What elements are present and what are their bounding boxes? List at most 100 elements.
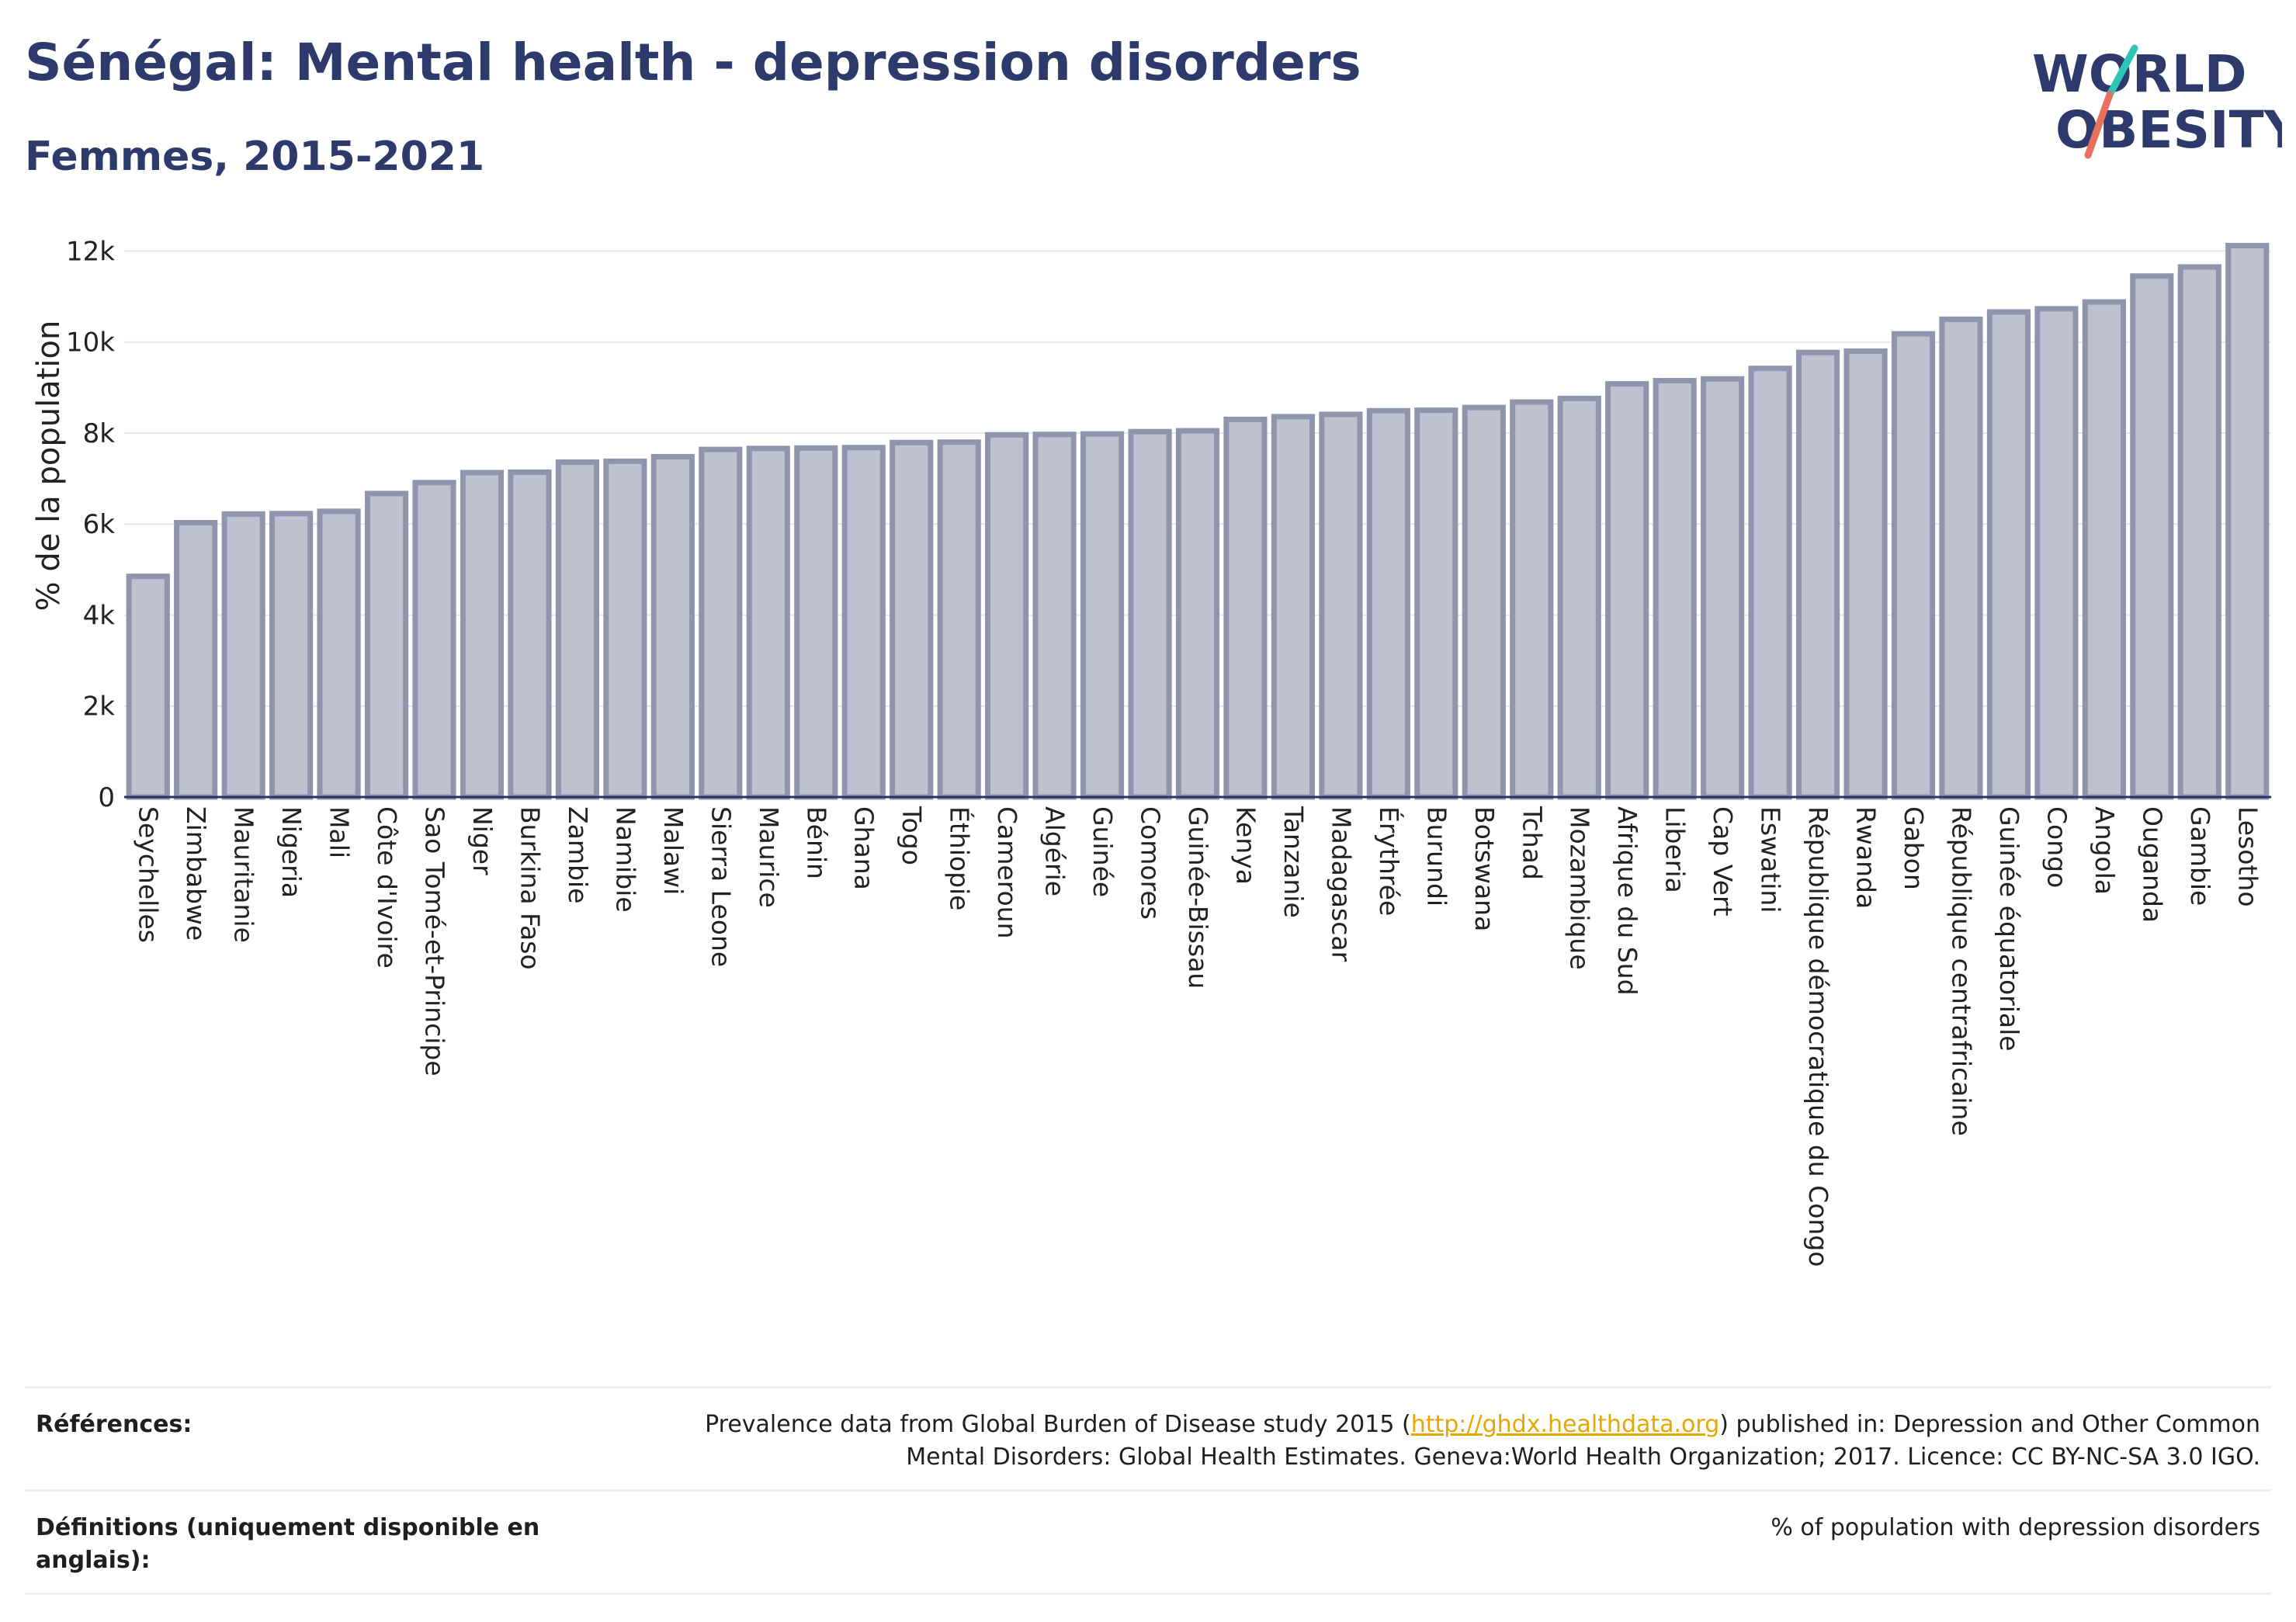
bar — [985, 431, 1029, 800]
x-category-label: Madagascar — [1326, 806, 1356, 962]
bar — [1414, 407, 1458, 800]
bar — [841, 445, 886, 800]
bar-chart: 0 2k 4k 6k 8k 10k 12k Seychelles Zimbabwe Maurit… — [31, 236, 2271, 1267]
bar — [699, 446, 743, 800]
bar — [1557, 395, 1601, 800]
chart-subtitle: Femmes, 2015-2021 — [25, 133, 485, 180]
x-category-label: Mozambique — [1565, 806, 1595, 970]
x-category-label: Guinée-Bissau — [1183, 806, 1213, 989]
x-category-label: Ouganda — [2137, 806, 2167, 923]
x-category-label: Eswatini — [1756, 806, 1786, 913]
bar — [460, 470, 505, 800]
y-tick-label: 2k — [83, 691, 116, 723]
bars — [126, 242, 2270, 800]
x-category-label: Mali — [324, 806, 355, 858]
bar — [2225, 242, 2270, 800]
y-tick-label: 10k — [66, 328, 115, 359]
x-category-label: Côte d'Ivoire — [372, 806, 402, 969]
x-category-label: Tchad — [1517, 806, 1547, 880]
bar — [794, 445, 838, 800]
y-tick-label: 4k — [83, 600, 116, 631]
bar — [1128, 428, 1172, 800]
bar — [1175, 428, 1220, 800]
logo-slash-teal — [2106, 44, 2138, 99]
bar — [269, 511, 314, 800]
bar — [174, 519, 218, 800]
x-category-label: Bénin — [801, 806, 831, 879]
bar — [317, 508, 361, 800]
definitions-label: Définitions (uniquement disponible en an… — [36, 1514, 540, 1574]
x-category-label: Sierra Leone — [706, 806, 736, 967]
x-category-label: Seychelles — [134, 806, 164, 943]
x-category-label: Lesotho — [2232, 806, 2263, 907]
bar — [2130, 273, 2174, 800]
references-text-before: Prevalence data from Global Burden of Di… — [705, 1411, 1411, 1438]
x-category-label: Angola — [2090, 806, 2120, 895]
bar — [1653, 378, 1697, 800]
bar — [937, 439, 981, 800]
x-category-label: Maurice — [754, 806, 784, 908]
bar — [603, 458, 647, 800]
x-category-label: Guinée équatoriale — [1994, 806, 2024, 1052]
x-category-label: Comores — [1136, 806, 1166, 920]
bar — [1986, 309, 2031, 800]
x-category-label: Mauritanie — [229, 806, 259, 943]
bar — [1319, 411, 1363, 800]
bar — [1843, 348, 1888, 800]
x-category-label: Afrique du Sud — [1612, 806, 1642, 996]
x-category-label: Zimbabwe — [181, 806, 211, 941]
y-tick-label: 0 — [98, 782, 115, 813]
x-category-label: Gabon — [1899, 806, 1929, 890]
x-category-label: Burkina Faso — [515, 806, 545, 970]
x-category-label: Algérie — [1040, 806, 1070, 896]
references-text: Prevalence data from Global Burden of Di… — [630, 1409, 2260, 1474]
bar — [221, 511, 265, 800]
x-category-label: Guinée — [1087, 806, 1118, 897]
bar — [1080, 431, 1125, 800]
definitions-row: Définitions (uniquement disponible en an… — [25, 1489, 2271, 1595]
bar — [1891, 331, 1936, 800]
logo-slash-coral — [2084, 91, 2114, 159]
bar — [1605, 381, 1649, 800]
source-link[interactable]: http://ghdx.healthdata.org — [1410, 1411, 1720, 1438]
references-row: Références: Prevalence data from Global … — [25, 1386, 2271, 1489]
bar — [1701, 376, 1745, 800]
bar — [2034, 306, 2079, 800]
x-category-label: Cap Vert — [1708, 806, 1738, 917]
x-category-label: Togo — [897, 806, 927, 865]
bar — [1271, 414, 1316, 800]
x-category-label: Zambie — [563, 806, 593, 903]
bar — [1748, 366, 1792, 800]
bar — [650, 453, 695, 800]
bar — [746, 445, 790, 800]
bar — [1510, 399, 1554, 800]
bar — [1939, 316, 1983, 800]
x-category-label: Ghana — [849, 806, 879, 890]
x-category-label: Sao Tomé-et-Principe — [420, 806, 450, 1076]
x-category-label: Botswana — [1469, 806, 1500, 931]
x-category-label: Kenya — [1230, 806, 1261, 885]
x-category-label: Niger — [467, 806, 498, 875]
bar — [1223, 416, 1268, 800]
bar — [2177, 264, 2221, 800]
bar — [412, 480, 456, 800]
x-category-label: Éthiopie — [945, 806, 976, 910]
y-tick-label: 12k — [66, 236, 115, 267]
references-text-after: ) published in: Depression and Other Com… — [906, 1411, 2260, 1471]
x-category-label: Malawi — [658, 806, 688, 895]
chart-title: Sénégal: Mental health - depression diso… — [25, 33, 1361, 92]
x-category-label: Namibie — [610, 806, 640, 913]
bar — [2082, 299, 2126, 800]
bar — [1462, 404, 1506, 800]
bar — [555, 459, 600, 800]
x-category-label: République centrafricaine — [1946, 806, 1976, 1136]
bar — [1795, 349, 1840, 800]
x-category-labels: Seychelles Zimbabwe Mauritanie Nigeria Mali C… — [134, 806, 2263, 1267]
x-category-label: Nigeria — [276, 806, 307, 898]
bar — [890, 439, 934, 800]
bar — [1366, 407, 1410, 800]
x-category-label: Tanzanie — [1278, 806, 1309, 918]
x-category-label: Rwanda — [1851, 806, 1882, 909]
y-tick-label: 6k — [83, 509, 116, 540]
x-category-label: Érythrée — [1374, 806, 1405, 916]
